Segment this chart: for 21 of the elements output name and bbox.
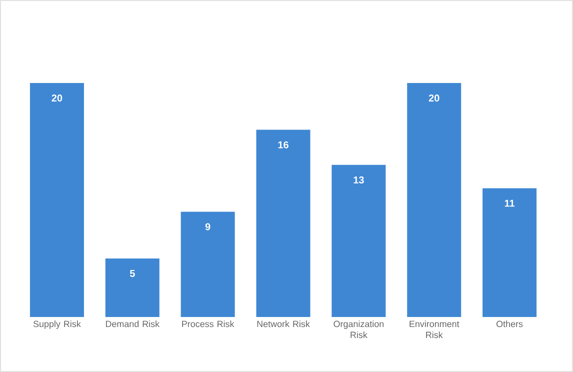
bar	[482, 188, 537, 317]
bar	[256, 130, 310, 317]
x-tick-label: Organization Risk	[334, 320, 384, 338]
x-tick-label: Network Risk	[257, 320, 310, 328]
x-tick-label: Process Risk	[182, 320, 234, 328]
x-tick-label: Demand Risk	[106, 320, 160, 328]
bar	[180, 212, 235, 317]
bar	[30, 83, 84, 317]
x-tick-label: Supply Risk	[33, 320, 81, 329]
bar	[407, 83, 462, 317]
data-label: 5	[130, 270, 135, 277]
data-label: 13	[354, 176, 364, 184]
data-label: 20	[428, 94, 440, 102]
data-label: 16	[278, 141, 288, 148]
x-tick-label: Environment Risk	[410, 320, 460, 338]
x-tick-label: Others	[496, 320, 523, 328]
data-label: 11	[504, 200, 515, 207]
bar	[105, 258, 160, 317]
data-label: 9	[205, 223, 210, 230]
bar	[332, 164, 386, 317]
data-label: 20	[52, 94, 62, 102]
